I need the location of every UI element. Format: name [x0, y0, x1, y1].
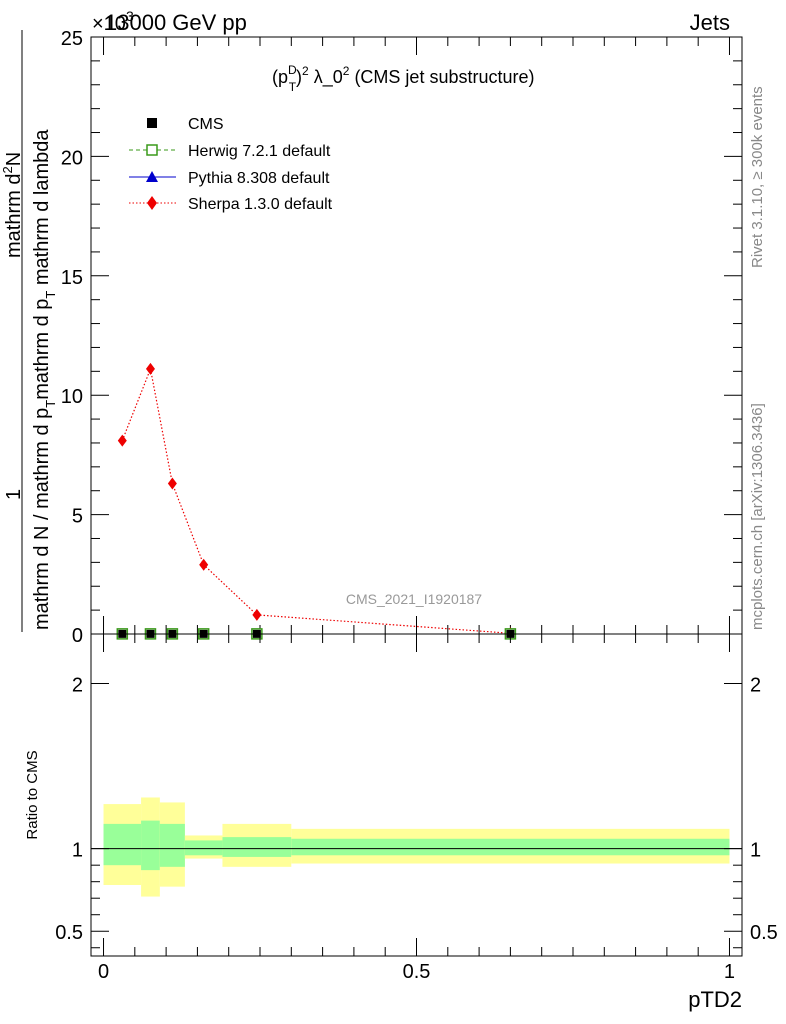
sherpa-point	[252, 608, 262, 621]
legend-entry-sherpa: Sherpa 1.3.0 default	[129, 196, 333, 213]
ratio-inner-band	[103, 823, 142, 866]
x-tick-label: 1	[724, 961, 735, 983]
x-axis-label: pTD2	[688, 987, 742, 1012]
mcplots-label: mcplots.cern.ch [arXiv:1306.3436]	[749, 403, 766, 630]
ratio-y-axis-label: Ratio to CMS	[24, 750, 41, 839]
legend-herwig-marker	[146, 144, 158, 156]
ratio-y-tick-label: 0.5	[55, 922, 83, 944]
ratio-y-tick-label: 2	[72, 675, 83, 697]
legend-sherpa-marker	[147, 196, 157, 210]
main-y-tick-label: 25	[61, 28, 83, 50]
x-tick-label: 0	[98, 961, 109, 983]
legend-herwig-label: Herwig 7.2.1 default	[188, 143, 331, 160]
main-y-tick-label: 10	[61, 386, 83, 408]
rivet-label: Rivet 3.1.10, ≥ 300k events	[749, 86, 766, 268]
main-y-tick-label: 20	[61, 147, 83, 169]
x-tick-label: 0.5	[403, 961, 431, 983]
main-tick-labels: 0 5 10 15 20 25	[61, 28, 83, 647]
ratio-plot-frame	[90, 633, 743, 957]
energy-label: 13000 GeV pp	[105, 10, 247, 35]
ratio-ticks	[91, 634, 742, 956]
sherpa-point	[117, 434, 127, 447]
legend-sherpa-label: Sherpa 1.3.0 default	[188, 196, 333, 213]
y-label-denominator: mathrm d N / mathrm d pTmathrm d pT math…	[31, 129, 58, 630]
legend-entry-herwig: Herwig 7.2.1 default	[129, 143, 331, 160]
chart-title: (pD T)2 λ_02 (CMS jet substructure)	[272, 63, 534, 94]
sherpa-series-line	[121, 366, 511, 634]
ratio-inner-band	[184, 840, 223, 856]
sherpa-point	[199, 558, 209, 571]
process-label: Jets	[690, 10, 730, 35]
ratio-y-tick-label-right: 2	[750, 675, 761, 697]
ratio-bands	[103, 797, 730, 897]
exponent-label: ×103	[92, 8, 134, 35]
ratio-y-tick-label: 1	[72, 840, 83, 862]
legend-cms-marker	[147, 118, 157, 128]
ratio-tick-labels: 0.5 0.5 1 1 2 2 0 0.5 1	[55, 675, 778, 983]
sherpa-point	[167, 477, 177, 490]
main-y-axis-label: 1 mathrm d2N mathrm d N / mathrm d pTmat…	[0, 30, 58, 632]
legend-entry-pythia: Pythia 8.308 default	[129, 170, 330, 187]
legend: CMS Herwig 7.2.1 default Pythia 8.308 de…	[129, 116, 333, 213]
y-label-numerator: 1	[3, 489, 25, 500]
legend-entry-cms: CMS	[147, 116, 224, 133]
main-y-tick-label: 0	[72, 625, 83, 647]
ratio-y-tick-label-right: 0.5	[750, 922, 778, 944]
ratio-inner-band	[222, 837, 292, 857]
legend-pythia-label: Pythia 8.308 default	[188, 170, 330, 187]
ratio-inner-band	[141, 820, 160, 871]
sherpa-point	[145, 362, 155, 375]
ratio-y-tick-label-right: 1	[750, 840, 761, 862]
y-label-numerator-2: mathrm d2N	[0, 152, 25, 258]
main-y-tick-label: 5	[72, 506, 83, 528]
main-y-tick-label: 15	[61, 267, 83, 289]
analysis-watermark: CMS_2021_I1920187	[346, 591, 482, 607]
ratio-inner-band	[291, 838, 730, 856]
legend-pythia-marker	[146, 171, 158, 182]
legend-cms-label: CMS	[188, 116, 224, 133]
ratio-inner-band	[159, 823, 185, 867]
